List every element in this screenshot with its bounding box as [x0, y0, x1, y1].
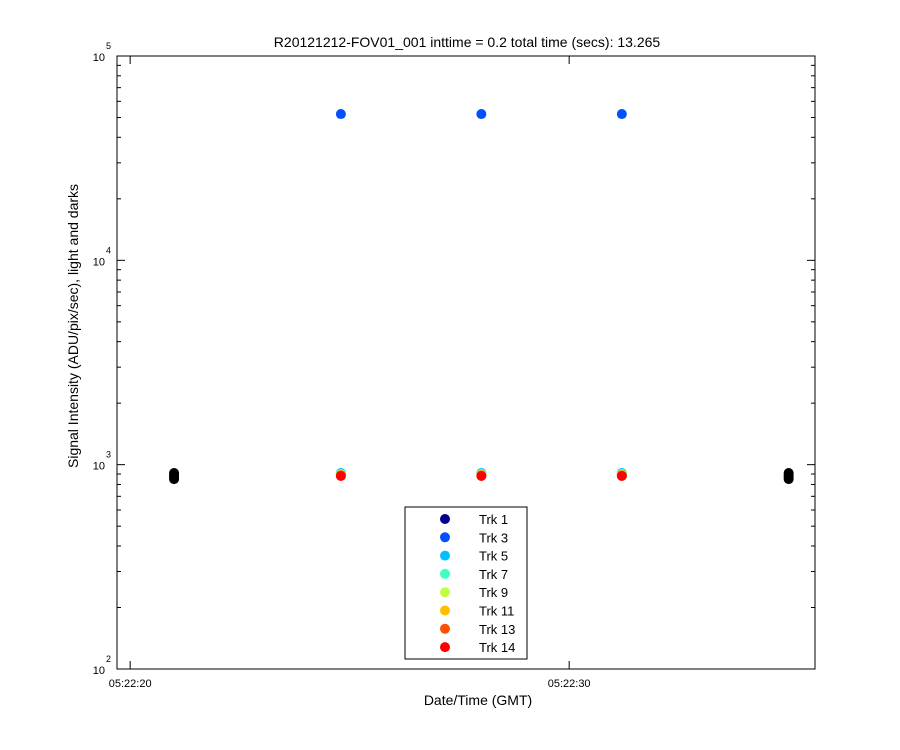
legend-marker — [440, 587, 450, 598]
x-tick-labels: 05:22:20 05:22:30 — [109, 678, 591, 690]
x-tick-label: 05:22:30 — [548, 678, 591, 690]
data-point — [783, 468, 794, 479]
y-axis-label: Signal Intensity (ADU/pix/sec), light an… — [65, 184, 81, 468]
legend-label: Trk 11 — [479, 604, 514, 619]
legend-marker — [440, 623, 450, 634]
legend-label: Trk 14 — [479, 640, 515, 655]
x-tick-label: 05:22:20 — [109, 678, 152, 690]
legend-label: Trk 3 — [479, 530, 508, 545]
data-point — [169, 468, 180, 479]
legend-label: Trk 1 — [479, 512, 508, 527]
y-tick-exponent: 5 — [106, 41, 111, 51]
legend-label: Trk 5 — [479, 549, 508, 564]
legend-marker — [440, 514, 450, 524]
legend: Trk 1 Trk 3 Trk 5 Trk 7 Trk 9 Trk 11 Trk 13 Trk… — [404, 506, 528, 660]
y-tick-exponent: 4 — [106, 245, 111, 255]
y-tick-exponent: 2 — [106, 654, 111, 664]
y-tick-exponent: 3 — [106, 450, 111, 460]
legend-marker — [440, 605, 450, 616]
y-tick-label: 10 — [93, 461, 105, 473]
data-point — [335, 471, 346, 482]
legend-box — [404, 506, 528, 660]
legend-marker — [440, 642, 450, 653]
major-ticks — [117, 55, 815, 670]
legend-marker — [440, 532, 450, 543]
legend-label: Trk 9 — [479, 585, 508, 600]
x-axis-label: Date/Time (GMT) — [424, 692, 532, 708]
y-tick-label: 10 — [93, 665, 105, 677]
data-point — [335, 109, 346, 120]
legend-marker — [440, 568, 450, 579]
data-point — [476, 471, 487, 482]
y-tick-label: 10 — [93, 52, 105, 64]
data-point — [616, 471, 627, 482]
data-point — [476, 109, 487, 120]
y-tick-label: 10 — [93, 256, 105, 268]
data-points — [169, 109, 794, 485]
minor-ticks — [117, 64, 815, 608]
chart-title: R20121212-FOV01_001 inttime = 0.2 total … — [274, 34, 661, 50]
legend-marker — [440, 550, 450, 561]
legend-label: Trk 7 — [479, 567, 508, 582]
data-point — [616, 109, 627, 120]
legend-label: Trk 13 — [479, 622, 515, 637]
